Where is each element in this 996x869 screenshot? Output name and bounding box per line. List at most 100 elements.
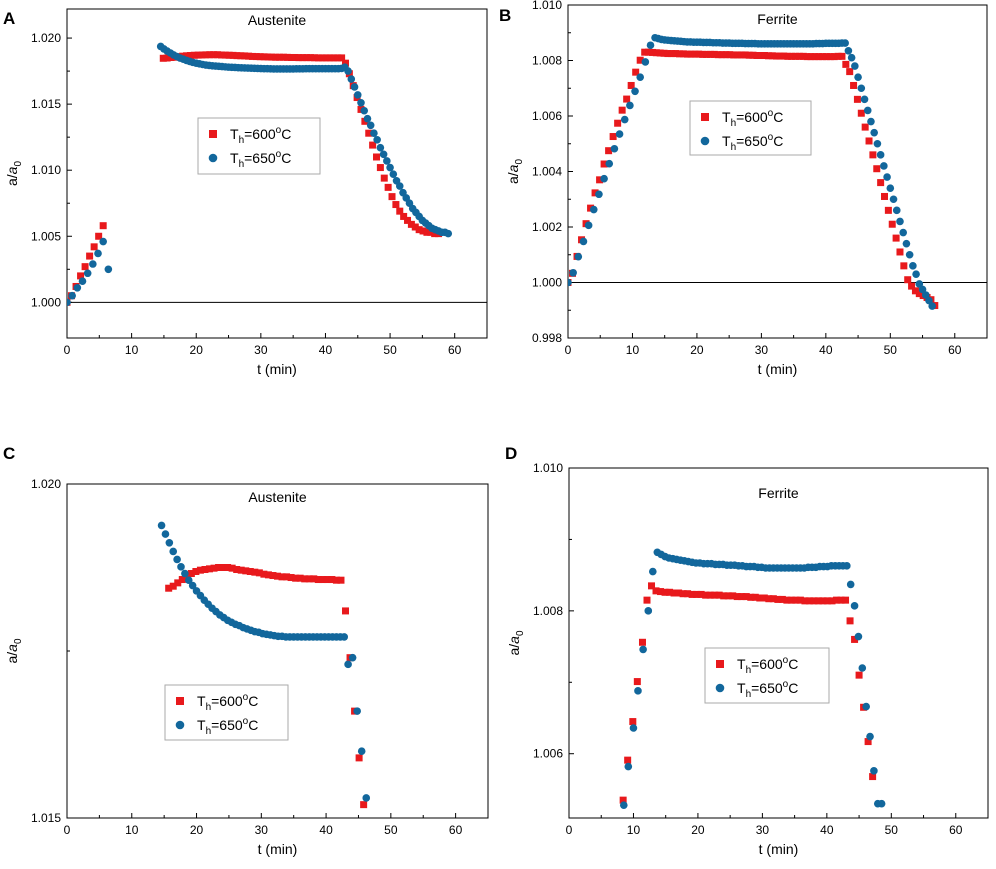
series-circle (157, 521, 371, 802)
y-tick-label: 1.000 (31, 295, 61, 309)
data-point-circle (370, 129, 378, 138)
data-point-square (400, 212, 408, 220)
data-point-square (219, 564, 227, 571)
data-point-square (703, 50, 711, 58)
data-point-square (192, 568, 200, 576)
data-point-square (600, 160, 608, 168)
data-point-square (332, 576, 340, 584)
data-point-circle (357, 99, 365, 107)
data-point-circle (344, 660, 352, 669)
data-point-square (81, 263, 89, 271)
data-point-square (846, 617, 854, 625)
data-point-circle (883, 173, 891, 181)
data-point-circle (636, 73, 644, 81)
legend-label: Th=600oC (230, 125, 291, 146)
data-point-square (737, 51, 745, 59)
x-tick-label: 0 (64, 823, 71, 837)
data-point-circle (850, 602, 859, 610)
data-point-square (643, 596, 651, 604)
y-axis-title: a/a0 (505, 159, 525, 184)
x-tick-label: 30 (255, 823, 269, 837)
data-point-square (668, 50, 676, 58)
data-point-circle (73, 283, 82, 292)
data-point-circle (165, 538, 174, 547)
data-point-square (233, 566, 241, 574)
x-tick-label: 10 (627, 823, 641, 837)
data-point-square (341, 59, 349, 67)
data-point-square (295, 54, 303, 62)
data-point-square (330, 54, 338, 62)
data-point-square (318, 54, 326, 62)
x-tick-label: 40 (319, 343, 333, 357)
data-point-circle (357, 747, 366, 755)
data-point-square (624, 756, 632, 764)
data-point-square (326, 54, 334, 62)
data-point-square (657, 588, 665, 596)
data-point-square (373, 153, 381, 161)
data-point-square (165, 584, 173, 592)
legend-label: Th=600oC (722, 108, 783, 129)
data-point-circle (568, 278, 572, 287)
data-point-circle (169, 547, 178, 556)
data-point-square (714, 51, 722, 59)
data-point-circle (574, 252, 583, 261)
data-point-square (202, 51, 210, 59)
data-point-circle (444, 229, 453, 238)
data-point-circle (376, 143, 385, 152)
legend-label: Th=650oC (230, 149, 291, 170)
data-point-square (638, 638, 646, 646)
data-point-square (792, 596, 800, 604)
data-point-circle (646, 41, 655, 50)
data-point-square (355, 754, 363, 762)
data-point-square (753, 52, 761, 60)
data-point-circle (896, 217, 904, 226)
x-tick-label: 30 (254, 343, 268, 357)
data-point-square (764, 52, 772, 60)
panel-a: A 0 10 20 30 40 50 60 1.000 1.005 1.010 1.015 1.020 t… (3, 8, 488, 377)
data-point-square (323, 576, 331, 584)
data-point-square (296, 574, 304, 582)
data-point-circle (83, 269, 92, 278)
panel-letter: A (3, 9, 15, 28)
data-point-square (623, 95, 631, 103)
data-point-square (822, 53, 830, 61)
data-point-square (715, 591, 723, 599)
data-point-square (814, 597, 822, 605)
data-point-circle (619, 801, 628, 809)
data-point-circle (626, 101, 634, 110)
data-point-square (614, 119, 622, 127)
chart-title: Austenite (248, 12, 307, 28)
data-point-square (215, 564, 223, 571)
data-point-square (855, 671, 863, 679)
data-point-square (632, 68, 640, 76)
data-point-circle (184, 576, 193, 584)
data-point-square (722, 51, 730, 59)
data-point-square (706, 50, 714, 58)
data-point-square (861, 123, 869, 131)
data-point-square (795, 52, 803, 60)
data-point-square (788, 52, 796, 60)
data-point-square (299, 54, 307, 62)
data-point-circle (644, 607, 653, 615)
data-point-square (815, 53, 823, 61)
data-point-square (303, 54, 311, 62)
data-point-square (264, 53, 272, 61)
data-point-circle (67, 298, 71, 307)
data-point-square (287, 53, 295, 61)
data-point-square (807, 53, 815, 61)
data-point-square (77, 272, 85, 280)
data-point-square (233, 52, 241, 60)
data-point-square (823, 597, 831, 605)
data-point-square (787, 596, 795, 604)
data-point-square (431, 230, 439, 238)
data-point-square (853, 95, 861, 103)
data-point-square (679, 590, 687, 598)
data-point-circle (641, 58, 650, 66)
plot-frame (568, 467, 989, 819)
data-point-square (733, 593, 741, 601)
data-point-square (729, 592, 737, 600)
legend-label: Th=650oC (197, 716, 258, 737)
legend-marker-square (176, 697, 184, 705)
data-point-square (269, 572, 277, 580)
